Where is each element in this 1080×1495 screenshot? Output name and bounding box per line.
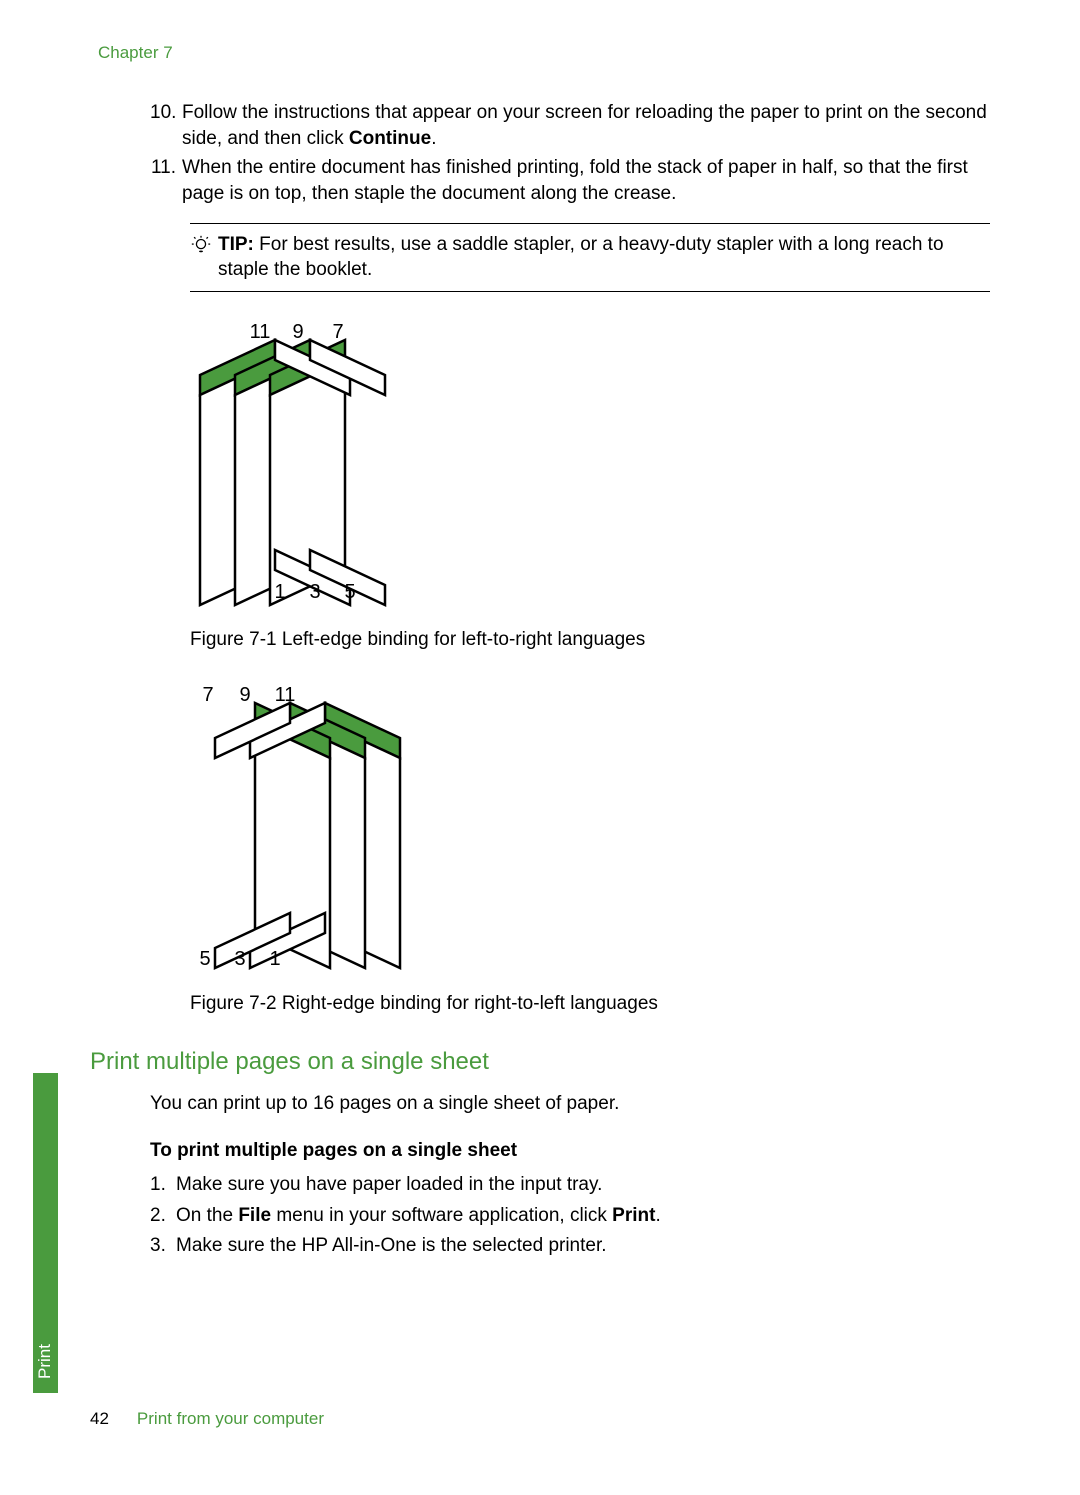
- section-intro: You can print up to 16 pages on a single…: [150, 1091, 990, 1117]
- figure-7-1: 11 9 7 1 3 5 Figure 7-1 Left-edge bindin…: [190, 320, 990, 653]
- svg-text:11: 11: [250, 321, 271, 343]
- svg-text:7: 7: [202, 684, 213, 706]
- page-number: 42: [90, 1408, 109, 1431]
- svg-text:7: 7: [332, 321, 343, 343]
- figure-7-1-caption: Figure 7-1 Left-edge binding for left-to…: [190, 627, 990, 653]
- side-tab: Print: [33, 1073, 58, 1393]
- steps-list: 1. Make sure you have paper loaded in th…: [150, 1172, 990, 1259]
- section-heading: Print multiple pages on a single sheet: [90, 1046, 990, 1078]
- page-footer: 42 Print from your computer: [90, 1408, 324, 1431]
- svg-text:9: 9: [292, 321, 303, 343]
- instruction-item-11: 11. When the entire document has finishe…: [150, 155, 990, 206]
- tip-box: TIP: For best results, use a saddle stap…: [190, 223, 990, 292]
- side-tab-label: Print: [34, 1344, 57, 1379]
- lightbulb-icon: [190, 232, 218, 264]
- step-2: 2. On the File menu in your software app…: [150, 1203, 990, 1229]
- instruction-list: 10. Follow the instructions that appear …: [150, 100, 990, 207]
- instruction-item-10: 10. Follow the instructions that appear …: [150, 100, 990, 151]
- step-3: 3. Make sure the HP All-in-One is the se…: [150, 1233, 990, 1259]
- figure-7-2: 7 9 11 5 3 1 Figure 7-2 Right-edge bindi…: [190, 683, 990, 1016]
- booklet-left-diagram: 11 9 7 1 3 5: [190, 320, 410, 610]
- step-1: 1. Make sure you have paper loaded in th…: [150, 1172, 990, 1198]
- svg-text:9: 9: [239, 684, 250, 706]
- svg-text:5: 5: [199, 948, 210, 970]
- svg-text:3: 3: [234, 948, 245, 970]
- booklet-right-diagram: 7 9 11 5 3 1: [190, 683, 410, 973]
- svg-text:11: 11: [275, 684, 296, 706]
- content-area: 10. Follow the instructions that appear …: [150, 100, 990, 1259]
- page: Chapter 7 10. Follow the instructions th…: [0, 0, 1080, 1495]
- sub-heading: To print multiple pages on a single shee…: [150, 1138, 990, 1164]
- svg-text:1: 1: [269, 948, 280, 970]
- tip-text: TIP: For best results, use a saddle stap…: [218, 232, 990, 283]
- figure-7-2-caption: Figure 7-2 Right-edge binding for right-…: [190, 991, 990, 1017]
- svg-text:1: 1: [274, 581, 285, 603]
- svg-text:3: 3: [309, 581, 320, 603]
- chapter-label: Chapter 7: [98, 42, 990, 65]
- svg-text:5: 5: [344, 581, 355, 603]
- footer-section: Print from your computer: [137, 1408, 324, 1431]
